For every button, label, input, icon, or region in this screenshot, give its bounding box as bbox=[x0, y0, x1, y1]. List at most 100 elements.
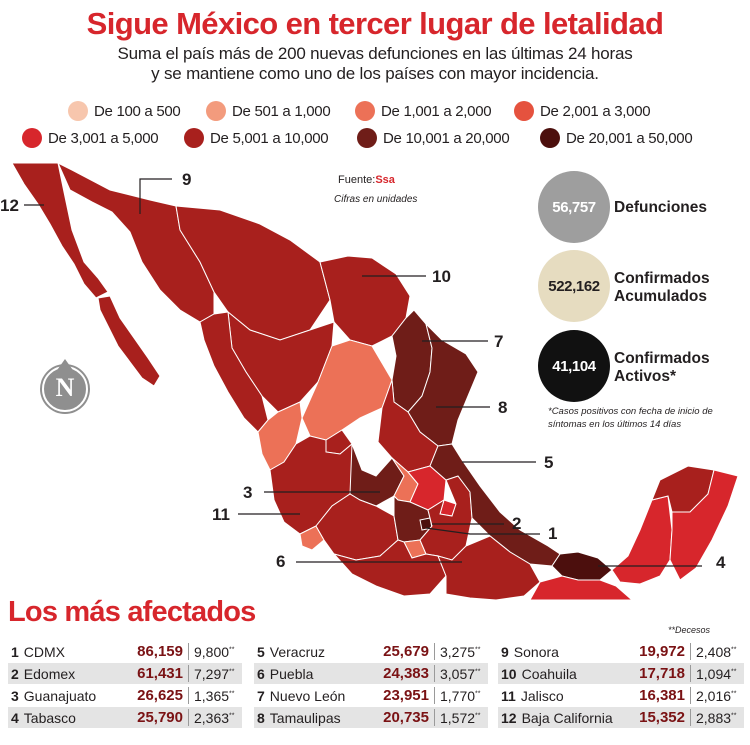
state-zacatecas bbox=[301, 339, 393, 441]
rank-number: 1 bbox=[11, 643, 19, 660]
deaths-value: 3,057** bbox=[440, 665, 481, 682]
legend-item: De 3,001 a 5,000 bbox=[22, 128, 159, 148]
legend-label: De 10,001 a 20,000 bbox=[383, 129, 510, 147]
cases-value: 86,159 bbox=[137, 643, 189, 660]
state-name: Baja California bbox=[521, 709, 613, 726]
state-name: Coahuila bbox=[521, 665, 577, 682]
deaths-value: 3,275** bbox=[440, 643, 481, 660]
stat-label-confirmed: Confirmados Acumulados bbox=[614, 270, 710, 306]
deaths-value: 2,408** bbox=[696, 643, 737, 660]
stat-circle-deaths: 56,757 bbox=[538, 171, 610, 243]
table-row: 10 Coahuila 17,718 1,094** bbox=[498, 663, 744, 684]
compass-label: N bbox=[55, 373, 75, 402]
legend-label: De 501 a 1,000 bbox=[232, 102, 331, 120]
state-name: Veracruz bbox=[269, 643, 326, 660]
legend-label: De 5,001 a 10,000 bbox=[210, 129, 329, 147]
cases-value: 25,679 bbox=[383, 643, 435, 660]
deaths-value: 1,094** bbox=[696, 665, 737, 682]
legend-item: De 5,001 a 10,000 bbox=[184, 128, 329, 148]
state-name: Puebla bbox=[269, 665, 314, 682]
state-guerrero bbox=[332, 539, 447, 597]
state-name: Nuevo León bbox=[269, 687, 346, 704]
source: Fuente:Ssa bbox=[338, 174, 395, 186]
legend-label: De 3,001 a 5,000 bbox=[48, 129, 159, 147]
legend-swatch bbox=[514, 101, 534, 121]
deaths-value: 2,016** bbox=[696, 687, 737, 704]
legend-swatch bbox=[357, 128, 377, 148]
legend-swatch bbox=[540, 128, 560, 148]
table-row: 8 Tamaulipas 20,735 1,572** bbox=[254, 707, 488, 728]
state-chiapas bbox=[529, 575, 640, 600]
legend-item: De 2,001 a 3,000 bbox=[514, 101, 651, 121]
state-baja-california bbox=[11, 162, 109, 299]
legend-item: De 10,001 a 20,000 bbox=[357, 128, 510, 148]
rank-number: 12 bbox=[501, 709, 517, 726]
state-name: Edomex bbox=[23, 665, 76, 682]
callout-1: 1 bbox=[548, 524, 558, 543]
compass-icon: N bbox=[42, 359, 88, 412]
table-row: 7 Nuevo León 23,951 1,770** bbox=[254, 685, 488, 706]
subtitle-line-2: y se mantiene como uno de los países con… bbox=[151, 64, 599, 83]
state-veracruz bbox=[429, 443, 561, 567]
legend-label: De 20,001 a 50,000 bbox=[566, 129, 693, 147]
callout-11: 11 bbox=[212, 505, 230, 524]
legend-swatch bbox=[184, 128, 204, 148]
deaths-value: 2,363** bbox=[194, 709, 235, 726]
stat-label-active-line1: Confirmados bbox=[614, 350, 710, 367]
rank-number: 9 bbox=[501, 643, 509, 660]
state-name: CDMX bbox=[23, 643, 66, 660]
callout-7: 7 bbox=[494, 332, 504, 351]
legend-label: De 2,001 a 3,000 bbox=[540, 102, 651, 120]
table-row: 5 Veracruz 25,679 3,275** bbox=[254, 641, 488, 662]
stat-label-active: Confirmados Activos* bbox=[614, 350, 710, 386]
table-row: 4 Tabasco 25,790 2,363** bbox=[8, 707, 242, 728]
deaths-value: 7,297** bbox=[194, 665, 235, 682]
deaths-value: 1,572** bbox=[440, 709, 481, 726]
mexico-map bbox=[11, 161, 739, 600]
legend-label: De 100 a 500 bbox=[94, 102, 181, 120]
deaths-value: 1,365** bbox=[194, 687, 235, 704]
rank-number: 3 bbox=[11, 687, 19, 704]
table-row: 12 Baja California 15,352 2,883** bbox=[498, 707, 744, 728]
cases-value: 24,383 bbox=[383, 665, 435, 682]
legend-item: De 1,001 a 2,000 bbox=[355, 101, 492, 121]
legend-item: De 100 a 500 bbox=[68, 101, 181, 121]
rank-number: 5 bbox=[257, 643, 265, 660]
table-row: 9 Sonora 19,972 2,408** bbox=[498, 641, 744, 662]
table-row: 1 CDMX 86,159 9,800** bbox=[8, 641, 242, 662]
callout-8: 8 bbox=[498, 398, 508, 417]
state-name: Tabasco bbox=[23, 709, 76, 726]
callout-line-9 bbox=[139, 178, 172, 214]
page-title: Sigue México en tercer lugar de letalida… bbox=[86, 6, 664, 41]
legend-swatch bbox=[22, 128, 42, 148]
stat-label-deaths: Defunciones bbox=[614, 199, 708, 216]
rank-number: 4 bbox=[11, 709, 19, 726]
legend-swatch bbox=[68, 101, 88, 121]
state-name: Sonora bbox=[513, 643, 559, 660]
cases-value: 23,951 bbox=[383, 687, 435, 704]
callout-10: 10 bbox=[432, 267, 451, 286]
cases-value: 61,431 bbox=[137, 665, 189, 682]
footnote-line1: *Casos positivos con fecha de inicio de bbox=[548, 406, 713, 417]
callout-4: 4 bbox=[716, 553, 726, 572]
subtitle-line-1: Suma el país más de 200 nuevas defuncion… bbox=[117, 44, 633, 63]
cases-value: 15,352 bbox=[639, 709, 691, 726]
table-row: 6 Puebla 24,383 3,057** bbox=[254, 663, 488, 684]
cases-value: 19,972 bbox=[639, 643, 691, 660]
state-quintana-roo bbox=[669, 469, 739, 581]
callout-3: 3 bbox=[243, 483, 253, 502]
source-name: Ssa bbox=[375, 174, 395, 186]
callout-6: 6 bbox=[276, 552, 286, 571]
state-baja-california-sur bbox=[97, 295, 161, 387]
deaths-value: 2,883** bbox=[696, 709, 737, 726]
callout-2: 2 bbox=[512, 514, 522, 533]
footnote-line2: síntomas en los últimos 14 días bbox=[548, 419, 682, 430]
state-name: Tamaulipas bbox=[269, 709, 341, 726]
callout-12: 12 bbox=[0, 196, 19, 215]
stat-label-active-line2: Activos* bbox=[614, 368, 677, 385]
rank-number: 6 bbox=[257, 665, 265, 682]
state-name: Jalisco bbox=[520, 687, 564, 704]
callout-9: 9 bbox=[182, 170, 192, 189]
rank-number: 2 bbox=[11, 665, 19, 682]
stat-circle-confirmed: 522,162 bbox=[538, 250, 610, 322]
